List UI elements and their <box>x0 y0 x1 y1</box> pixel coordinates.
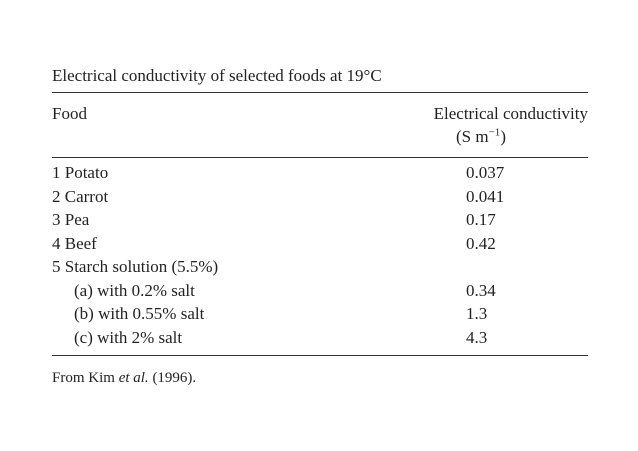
table-title: Electrical conductivity of selected food… <box>52 66 382 85</box>
unit-base: (S m <box>456 127 489 146</box>
header-unit: (S m−1) <box>456 127 506 147</box>
row-label: 5 Starch solution (5.5%) <box>52 257 219 276</box>
row-value: 0.17 <box>466 210 496 229</box>
row-label: (a) with 0.2% salt <box>74 280 195 300</box>
footnote: From Kim et al. (1996). <box>52 368 196 388</box>
header-conductivity: Electrical conductivity <box>433 104 588 123</box>
row-label: 1 Potato <box>52 163 109 182</box>
row-value: 1.3 <box>466 304 488 323</box>
row-value: 0.041 <box>466 186 505 206</box>
row-value: 4.3 <box>466 327 488 347</box>
unit-close: ) <box>500 127 506 146</box>
rule <box>52 157 588 158</box>
row-label: (b) with 0.55% salt <box>74 304 205 323</box>
footnote-italic: et al. <box>118 370 149 386</box>
rule <box>52 92 588 93</box>
header-food: Food <box>52 104 87 123</box>
footnote-text: From Kim <box>52 370 119 386</box>
row-value: 0.42 <box>466 233 496 253</box>
row-label: (c) with 2% salt <box>74 327 183 347</box>
row-value: 0.34 <box>466 280 496 300</box>
footnote-text: (1996). <box>148 370 197 386</box>
unit-exp: −1 <box>488 126 501 139</box>
row-label: 3 Pea <box>52 210 90 229</box>
row-value: 0.037 <box>466 163 505 182</box>
rule <box>52 355 588 356</box>
row-label: 2 Carrot <box>52 186 109 206</box>
row-label: 4 Beef <box>52 233 97 253</box>
